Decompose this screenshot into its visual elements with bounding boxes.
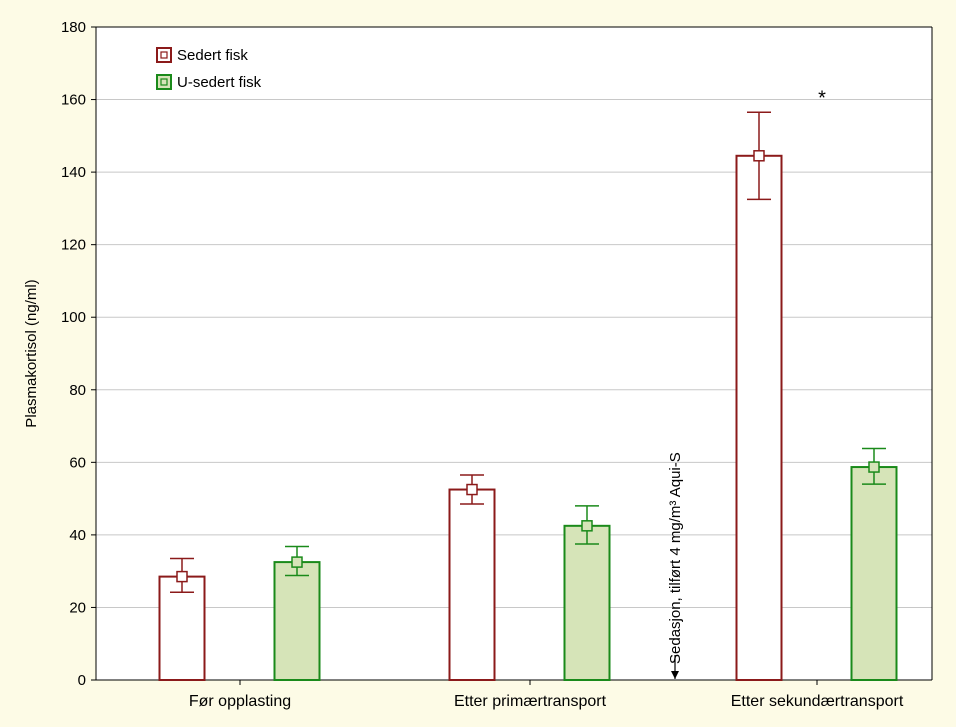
y-tick-label: 140: [61, 164, 86, 181]
plot-area: [96, 27, 932, 680]
mean-marker: [176, 570, 188, 583]
mean-marker: [581, 520, 593, 532]
bar: [735, 154, 783, 681]
mean-marker: [291, 556, 303, 568]
legend-label: Sedert fisk: [177, 47, 248, 64]
y-tick-label: 40: [69, 527, 86, 544]
y-axis-label: Plasmakortisol (ng/ml): [23, 279, 40, 427]
legend-swatch-inner: [160, 51, 168, 59]
y-tick-label: 80: [69, 382, 86, 399]
mean-marker: [466, 483, 478, 496]
y-tick-label: 100: [61, 309, 86, 326]
mean-marker: [753, 150, 765, 162]
x-tick-label: Før opplasting: [189, 693, 291, 710]
y-tick-label: 0: [78, 672, 86, 689]
x-tick-label: Etter sekundærtransport: [731, 693, 904, 710]
sedation-arrow-head: [671, 671, 679, 679]
bar: [563, 524, 611, 682]
y-tick-label: 120: [61, 237, 86, 254]
bar: [448, 488, 496, 681]
y-tick-label: 60: [69, 454, 86, 471]
legend-label: U-sedert fisk: [177, 74, 262, 91]
x-tick-label: Etter primærtransport: [454, 693, 607, 710]
y-tick-label: 20: [69, 599, 86, 616]
legend-swatch-inner: [160, 78, 168, 86]
y-tick-label: 160: [61, 92, 86, 109]
y-tick-label: 180: [61, 19, 86, 36]
sedation-label: Sedasjon, tilført 4 mg/m³ Aqui-S: [667, 452, 684, 664]
mean-marker: [868, 461, 880, 473]
significance-asterisk: *: [818, 87, 826, 109]
bar: [850, 466, 898, 681]
bar: [273, 561, 321, 682]
bar: [158, 575, 206, 682]
